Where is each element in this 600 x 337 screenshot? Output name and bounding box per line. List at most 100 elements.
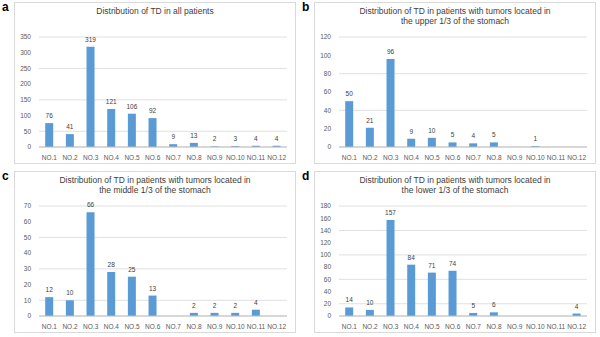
- svg-text:NO.10: NO.10: [226, 323, 245, 330]
- svg-text:NO.11: NO.11: [547, 323, 566, 330]
- svg-text:5: 5: [451, 131, 455, 138]
- svg-text:160: 160: [320, 215, 331, 222]
- svg-text:NO.5: NO.5: [424, 154, 440, 161]
- svg-text:12: 12: [46, 286, 54, 293]
- svg-text:41: 41: [66, 123, 74, 130]
- svg-text:NO.4: NO.4: [404, 154, 420, 161]
- svg-text:NO.4: NO.4: [404, 323, 420, 330]
- svg-text:NO.2: NO.2: [362, 323, 378, 330]
- svg-text:70: 70: [24, 202, 32, 209]
- svg-text:0: 0: [27, 312, 31, 319]
- svg-text:106: 106: [126, 103, 137, 110]
- svg-text:2: 2: [192, 302, 196, 309]
- svg-text:NO.5: NO.5: [124, 323, 140, 330]
- svg-text:NO.5: NO.5: [424, 323, 440, 330]
- svg-text:NO.6: NO.6: [445, 323, 461, 330]
- svg-text:50: 50: [24, 128, 32, 135]
- svg-text:NO.9: NO.9: [507, 154, 523, 161]
- svg-text:NO.9: NO.9: [207, 323, 223, 330]
- svg-text:40: 40: [324, 288, 332, 295]
- svg-text:92: 92: [149, 107, 157, 114]
- svg-text:NO.6: NO.6: [145, 323, 161, 330]
- svg-text:60: 60: [24, 218, 32, 225]
- svg-text:20: 20: [324, 125, 332, 132]
- svg-text:NO.1: NO.1: [42, 154, 58, 161]
- svg-text:NO.3: NO.3: [83, 154, 99, 161]
- svg-text:50: 50: [24, 234, 32, 241]
- svg-text:6: 6: [492, 301, 496, 308]
- svg-text:2: 2: [233, 302, 237, 309]
- svg-text:9: 9: [409, 128, 413, 135]
- svg-text:NO.10: NO.10: [526, 154, 545, 161]
- svg-text:10: 10: [24, 297, 32, 304]
- svg-text:NO.8: NO.8: [486, 154, 502, 161]
- svg-text:200: 200: [20, 80, 31, 87]
- svg-text:60: 60: [324, 88, 332, 95]
- svg-text:80: 80: [324, 70, 332, 77]
- svg-text:157: 157: [385, 209, 396, 216]
- svg-text:NO.9: NO.9: [207, 154, 223, 161]
- svg-text:5: 5: [471, 302, 475, 309]
- svg-text:NO.2: NO.2: [362, 154, 378, 161]
- svg-text:71: 71: [428, 262, 436, 269]
- svg-text:0: 0: [27, 143, 31, 150]
- svg-text:NO.2: NO.2: [62, 154, 78, 161]
- svg-text:NO.6: NO.6: [445, 154, 461, 161]
- svg-text:NO.12: NO.12: [267, 154, 286, 161]
- svg-text:100: 100: [20, 112, 31, 119]
- svg-text:NO.3: NO.3: [383, 154, 399, 161]
- svg-text:NO.12: NO.12: [567, 323, 586, 330]
- svg-text:NO.1: NO.1: [42, 323, 58, 330]
- svg-text:84: 84: [408, 254, 416, 261]
- svg-text:120: 120: [320, 239, 331, 246]
- svg-text:NO.8: NO.8: [186, 154, 202, 161]
- svg-text:60: 60: [324, 276, 332, 283]
- svg-text:5: 5: [492, 131, 496, 138]
- svg-text:NO.3: NO.3: [383, 323, 399, 330]
- svg-text:NO.4: NO.4: [104, 154, 120, 161]
- svg-text:NO.11: NO.11: [547, 154, 566, 161]
- svg-text:14: 14: [346, 296, 354, 303]
- svg-text:50: 50: [346, 90, 354, 97]
- svg-text:40: 40: [324, 107, 332, 114]
- svg-text:NO.7: NO.7: [466, 154, 482, 161]
- svg-text:2: 2: [213, 135, 217, 142]
- svg-text:4: 4: [254, 299, 258, 306]
- svg-text:NO.12: NO.12: [267, 323, 286, 330]
- svg-text:NO.4: NO.4: [104, 323, 120, 330]
- svg-text:NO.8: NO.8: [186, 323, 202, 330]
- svg-text:2: 2: [213, 302, 217, 309]
- svg-text:NO.5: NO.5: [124, 154, 140, 161]
- svg-text:180: 180: [320, 202, 331, 209]
- svg-text:3: 3: [233, 135, 237, 142]
- svg-text:121: 121: [106, 98, 117, 105]
- svg-text:4: 4: [575, 303, 579, 310]
- svg-text:319: 319: [85, 36, 96, 43]
- svg-text:30: 30: [24, 265, 32, 272]
- svg-text:13: 13: [149, 285, 157, 292]
- svg-text:NO.1: NO.1: [342, 154, 358, 161]
- svg-text:120: 120: [320, 33, 331, 40]
- svg-text:25: 25: [128, 266, 136, 273]
- svg-text:13: 13: [190, 132, 198, 139]
- svg-text:300: 300: [20, 49, 31, 56]
- svg-text:10: 10: [428, 127, 436, 134]
- svg-text:NO.12: NO.12: [567, 154, 586, 161]
- svg-text:40: 40: [24, 249, 32, 256]
- svg-text:76: 76: [46, 112, 54, 119]
- svg-text:NO.9: NO.9: [507, 323, 523, 330]
- svg-text:NO.7: NO.7: [466, 323, 482, 330]
- svg-text:140: 140: [320, 227, 331, 234]
- svg-text:NO.11: NO.11: [247, 323, 266, 330]
- svg-text:9: 9: [171, 133, 175, 140]
- svg-text:0: 0: [327, 143, 331, 150]
- svg-text:150: 150: [20, 96, 31, 103]
- svg-text:100: 100: [320, 251, 331, 258]
- svg-text:NO.3: NO.3: [83, 323, 99, 330]
- svg-text:NO.7: NO.7: [166, 154, 182, 161]
- svg-text:1: 1: [533, 135, 537, 142]
- svg-text:NO.7: NO.7: [166, 323, 182, 330]
- svg-text:20: 20: [24, 281, 32, 288]
- svg-text:96: 96: [387, 48, 395, 55]
- svg-text:NO.1: NO.1: [342, 323, 358, 330]
